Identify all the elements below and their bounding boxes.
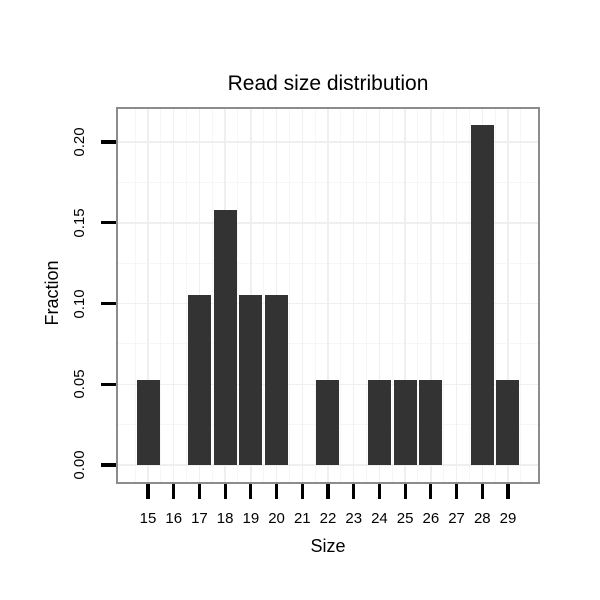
grid-minor-vertical (417, 109, 419, 482)
grid-minor-vertical (237, 109, 239, 482)
x-tick (249, 484, 253, 499)
y-tick (101, 140, 116, 144)
x-tick-label: 22 (319, 510, 337, 527)
grid-minor-vertical (391, 109, 393, 482)
grid-minor-vertical (314, 109, 316, 482)
plot-panel (116, 107, 540, 484)
grid-minor-vertical (134, 109, 136, 482)
grid-minor-vertical (494, 109, 496, 482)
grid-major-vertical (301, 109, 304, 482)
grid-minor-vertical (186, 109, 188, 482)
x-tick (480, 484, 484, 499)
bar-size-25 (393, 380, 417, 465)
grid-major-vertical (378, 109, 381, 482)
x-tick (377, 484, 381, 499)
grid-major-vertical (507, 109, 509, 482)
y-tick (101, 221, 116, 225)
x-tick-label: 15 (139, 510, 157, 527)
x-tick (454, 484, 459, 499)
x-tick (352, 484, 356, 499)
y-tick-label: 0.00 (71, 450, 88, 480)
grid-minor-vertical (263, 109, 265, 482)
y-tick (101, 382, 116, 386)
x-tick (146, 484, 150, 499)
grid-major-horizontal (118, 464, 538, 466)
x-tick (300, 484, 304, 499)
chart-title: Read size distribution (227, 72, 429, 95)
grid-minor-vertical (443, 109, 445, 482)
y-axis-title: Fraction (42, 260, 62, 326)
y-tick-label: 0.20 (71, 127, 88, 157)
grid-major-horizontal (118, 141, 538, 143)
bar-size-17 (187, 294, 211, 465)
bar-size-29 (496, 380, 520, 465)
grid-major-vertical (352, 109, 355, 482)
x-tick-label: 29 (499, 510, 517, 527)
bar-size-24 (367, 380, 391, 465)
grid-minor-vertical (288, 109, 290, 482)
x-tick-label: 28 (473, 510, 491, 527)
grid-major-vertical (147, 109, 149, 482)
grid-major-vertical (430, 109, 432, 482)
grid-minor-vertical (340, 109, 342, 482)
y-tick-label: 0.15 (71, 208, 88, 238)
x-tick (197, 484, 201, 499)
bar-size-28 (470, 125, 494, 465)
grid-minor-vertical (520, 109, 522, 482)
grid-major-vertical (404, 109, 406, 482)
x-tick (403, 484, 407, 499)
x-tick-label: 26 (422, 510, 440, 527)
x-tick (506, 484, 510, 499)
x-tick-label: 18 (216, 510, 234, 527)
x-tick-label: 20 (268, 510, 285, 527)
bar-size-26 (419, 380, 443, 465)
x-tick-label: 19 (242, 510, 260, 527)
x-tick-label: 17 (191, 510, 208, 527)
grid-minor-vertical (468, 109, 470, 482)
y-tick-label: 0.05 (71, 369, 88, 399)
grid-major-vertical (327, 109, 329, 482)
x-tick (223, 484, 227, 499)
grid-minor-vertical (211, 109, 213, 482)
x-axis-title: Size (310, 536, 346, 556)
x-tick-label: 27 (448, 510, 465, 527)
bar-size-22 (316, 380, 340, 465)
x-tick-label: 24 (371, 510, 388, 527)
bar-size-15 (136, 380, 160, 465)
x-tick (326, 484, 330, 499)
bar-size-20 (265, 294, 289, 465)
grid-minor-vertical (160, 109, 162, 482)
x-tick-label: 23 (345, 510, 363, 527)
x-tick (172, 484, 176, 499)
bar-size-19 (239, 294, 263, 465)
grid-major-vertical (455, 109, 458, 482)
y-tick-label: 0.10 (71, 288, 88, 319)
grid-major-vertical (172, 109, 175, 482)
grid-minor-vertical (366, 109, 368, 482)
x-tick-label: 16 (165, 510, 183, 527)
x-tick (429, 484, 433, 499)
x-tick (274, 484, 279, 499)
bar-size-18 (213, 209, 237, 465)
y-tick (101, 301, 116, 306)
x-tick-label: 21 (293, 510, 311, 527)
grid-major-horizontal (118, 222, 538, 224)
x-tick-label: 25 (396, 510, 414, 527)
grid-major-horizontal (118, 302, 538, 305)
y-tick (101, 463, 116, 467)
